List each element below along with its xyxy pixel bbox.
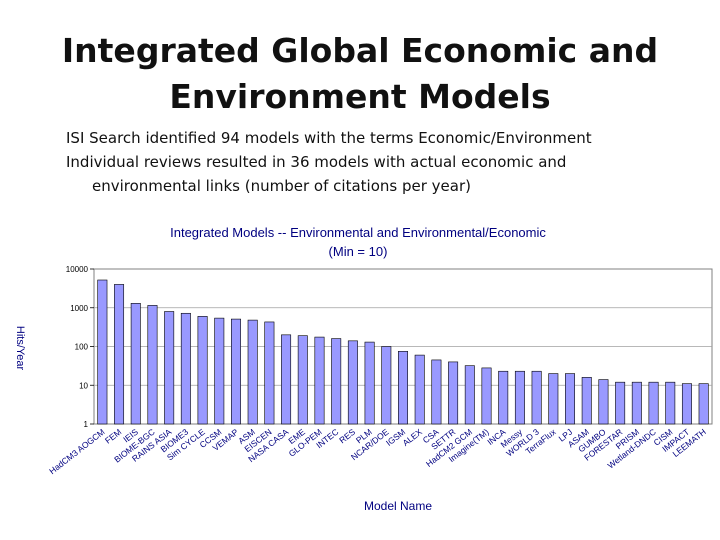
bar — [197, 316, 208, 425]
bar — [230, 318, 241, 425]
bar — [281, 334, 292, 425]
bar — [615, 381, 626, 425]
bar — [681, 383, 692, 425]
y-tick-label: 10000 — [66, 265, 89, 274]
bar — [531, 370, 542, 425]
bar — [381, 346, 392, 425]
bar — [498, 370, 509, 425]
bar — [414, 354, 425, 425]
bar — [665, 381, 676, 425]
slide-title: Integrated Global Economic and Environme… — [0, 28, 720, 120]
y-axis-label: Hits/Year — [14, 326, 26, 371]
bullet-list: ISI Search identified 94 models with the… — [66, 126, 666, 198]
bullet-item-search: ISI Search identified 94 models with the… — [66, 129, 592, 147]
y-tick-label: 100 — [75, 343, 89, 352]
bar — [347, 340, 358, 425]
bar — [565, 373, 576, 425]
bar — [164, 311, 175, 425]
bullet-item-reviews-continued: environmental links (number of citations… — [92, 177, 471, 195]
bar — [247, 319, 258, 425]
bar — [448, 361, 459, 425]
x-axis-label: Model Name — [364, 499, 432, 513]
bar — [364, 341, 375, 425]
bar — [698, 383, 709, 425]
bar — [648, 381, 659, 425]
bar — [114, 284, 125, 425]
slide-title-line-1: Integrated Global Economic and — [61, 31, 659, 70]
bar — [180, 312, 191, 425]
bar — [314, 336, 325, 425]
chart-title: Integrated Models -- Environmental and E… — [170, 225, 546, 240]
bar — [331, 338, 342, 425]
bullet-item-reviews: Individual reviews resulted in 36 models… — [66, 153, 567, 171]
bar — [631, 381, 642, 425]
chart-subtitle: (Min = 10) — [329, 244, 388, 259]
y-tick-label: 1000 — [70, 304, 88, 313]
bar — [581, 377, 592, 425]
bar — [481, 367, 492, 425]
bar — [264, 321, 275, 425]
bar — [147, 305, 158, 425]
bar — [514, 370, 525, 425]
bar — [97, 279, 108, 425]
bar — [431, 359, 442, 425]
bar — [398, 351, 408, 425]
slide-title-line-2: Environment Models — [169, 77, 551, 116]
x-tick-label: HadCM3 AOGCM — [47, 427, 106, 476]
bar — [548, 373, 559, 425]
bar — [297, 335, 308, 425]
bar — [130, 303, 141, 425]
bar — [598, 379, 609, 425]
y-tick-label: 10 — [79, 381, 88, 390]
bar — [214, 317, 225, 425]
bar — [464, 365, 475, 425]
y-tick-label: 1 — [84, 420, 89, 429]
